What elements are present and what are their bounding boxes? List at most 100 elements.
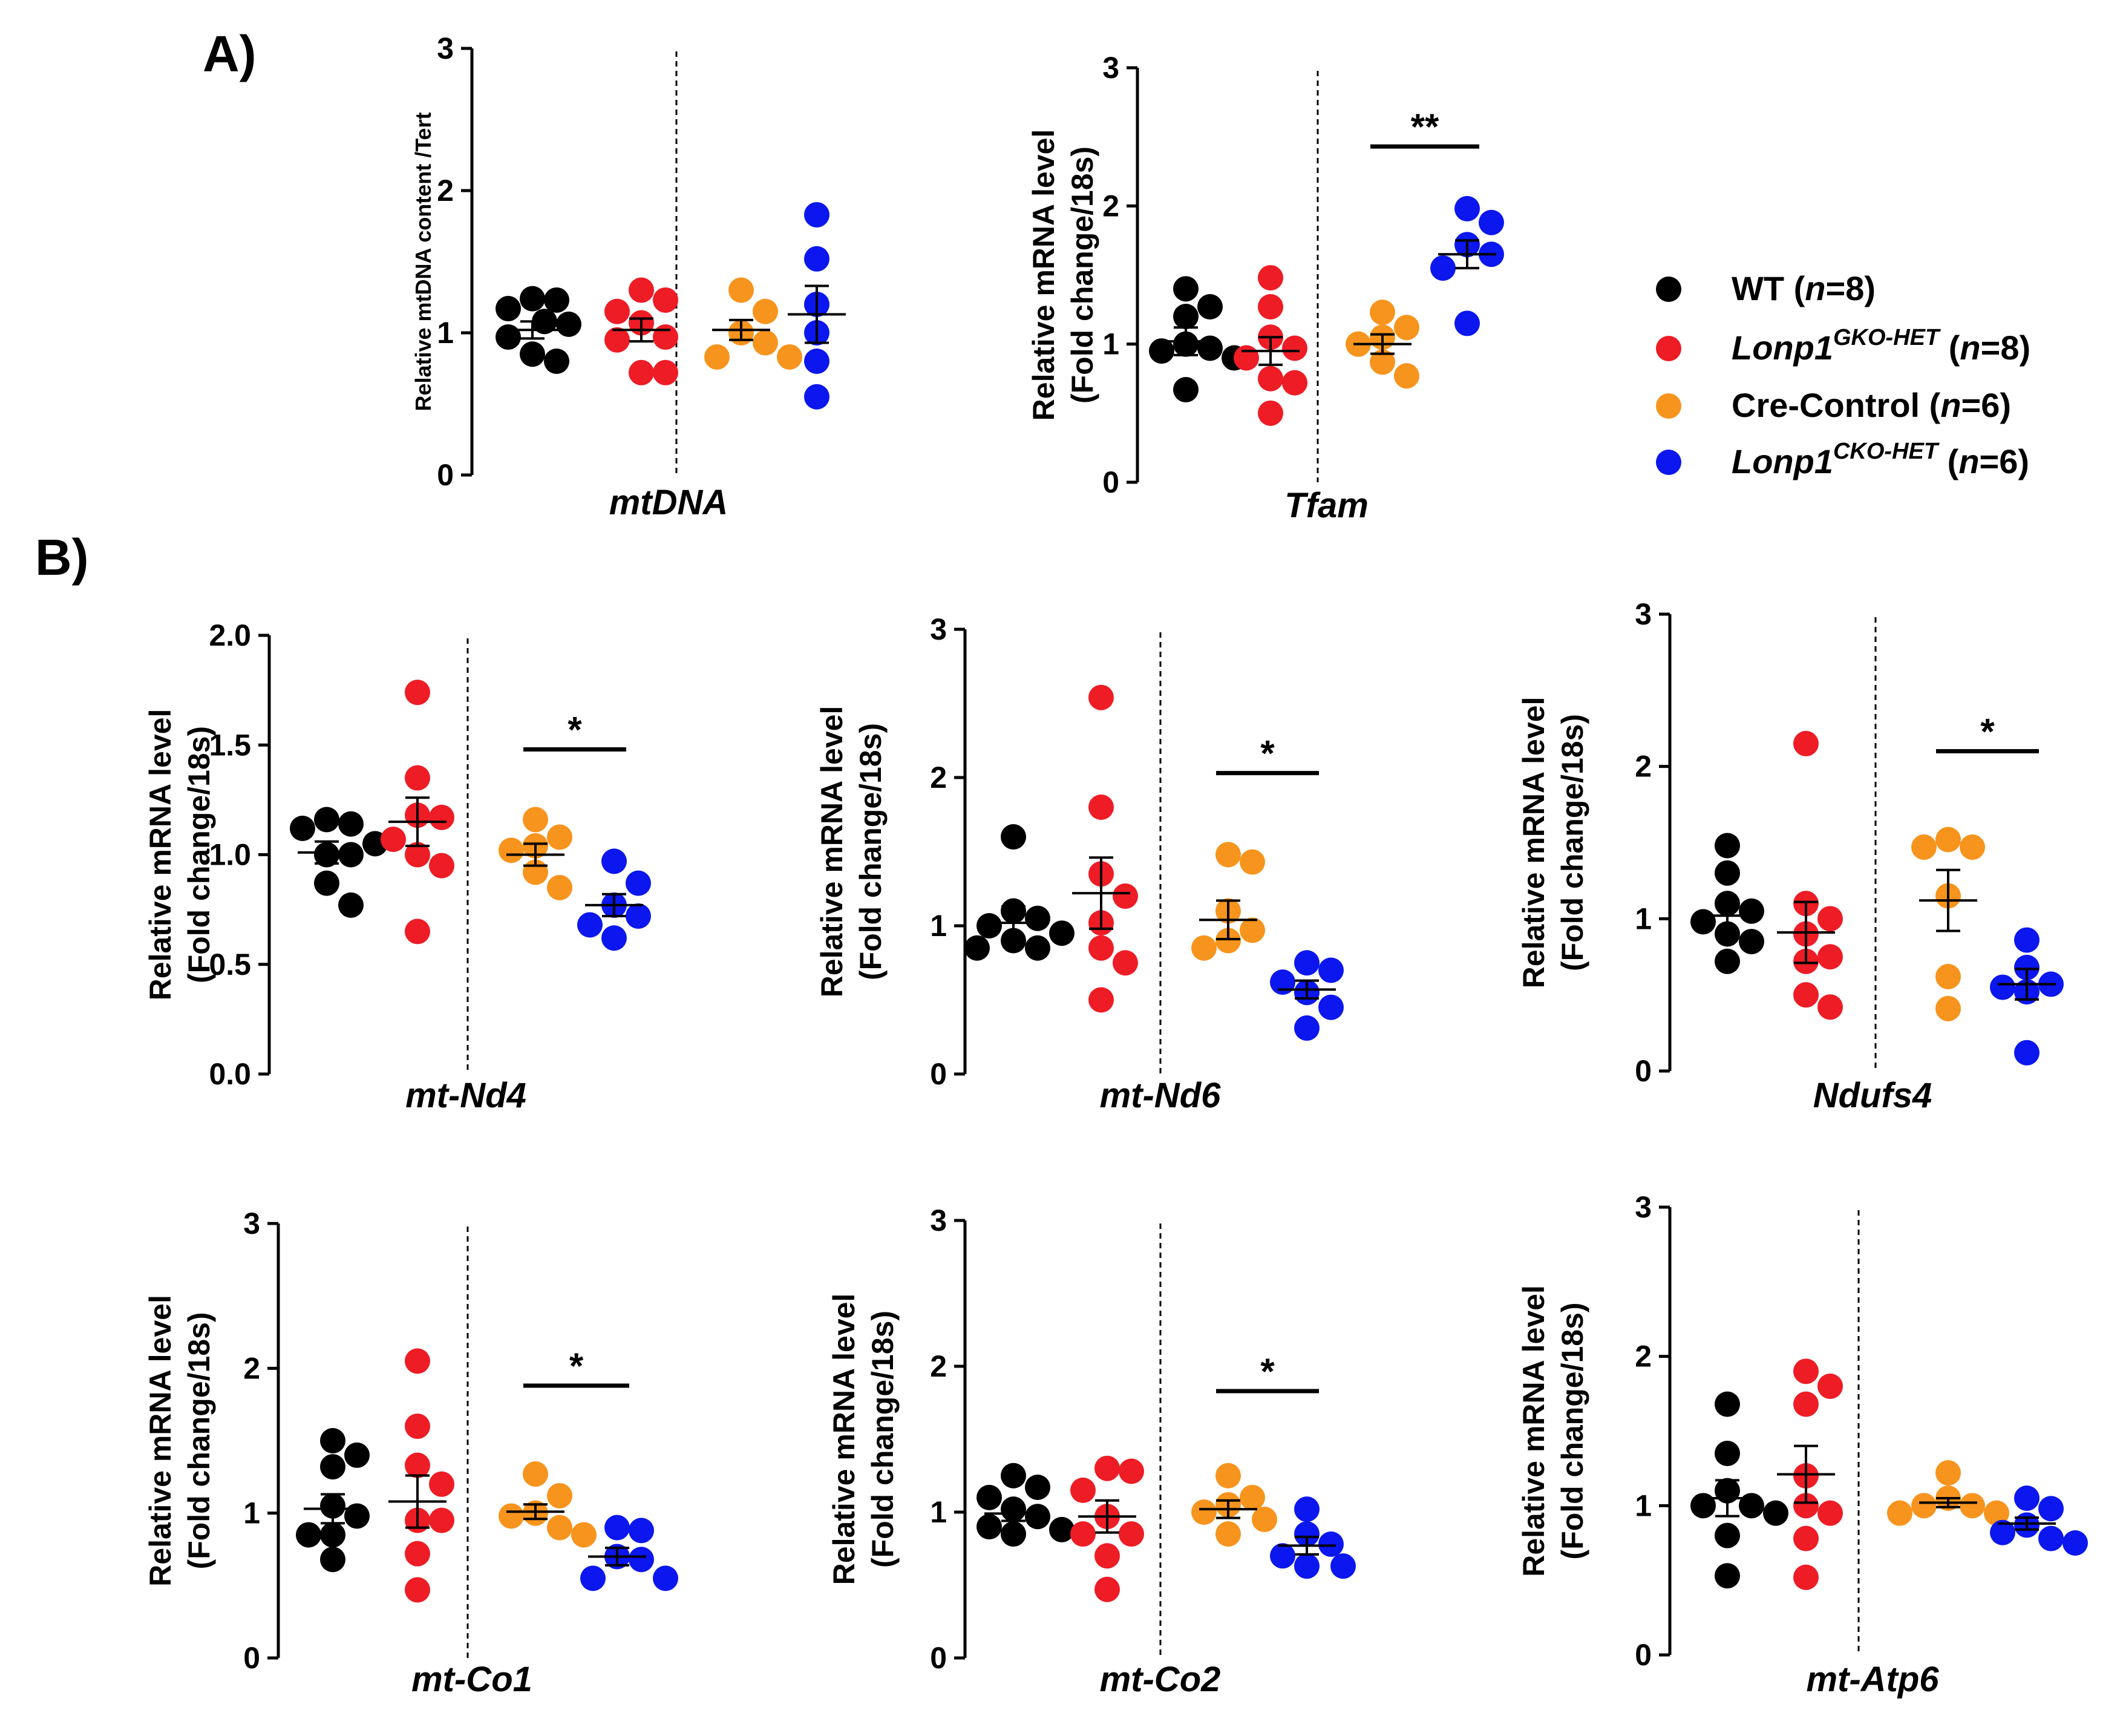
data-point [604, 327, 630, 353]
data-point [405, 1577, 430, 1603]
data-point [1715, 833, 1740, 859]
data-point [1113, 950, 1138, 976]
data-point [544, 287, 569, 313]
data-point [1173, 304, 1199, 329]
data-point [320, 1522, 345, 1548]
chart-mt-nd6: 0 1 2 3 Relative mRNA level (Fold change/18s)… [815, 612, 1344, 1115]
x-axis-title: mt-Nd4 [405, 1076, 526, 1115]
data-point [653, 324, 678, 350]
data-point [405, 1413, 430, 1440]
data-point [1197, 335, 1223, 361]
y-axis-label-line: Relative mRNA level [815, 706, 849, 998]
data-point [344, 1442, 370, 1468]
data-point [1270, 1543, 1295, 1569]
data-point [1935, 827, 1961, 853]
data-point [338, 892, 364, 918]
legend-item: Cre-Control (n=6) [1656, 386, 2011, 424]
data-point [1049, 1516, 1075, 1542]
data-point [1715, 1391, 1740, 1417]
data-point [290, 816, 315, 841]
data-point [577, 912, 603, 938]
x-axis-title: mt-Co1 [411, 1660, 532, 1699]
y-tick-label: 3 [437, 31, 454, 65]
data-point [1294, 1015, 1320, 1041]
y-axis-label-line: (Fold change/18s) [182, 726, 216, 983]
x-axis-title: mt-Atp6 [1806, 1660, 1939, 1699]
data-point [429, 1471, 454, 1497]
data-point [320, 1454, 345, 1480]
data-point [601, 848, 627, 874]
y-axis-label-line: Relative mRNA level [827, 1294, 861, 1585]
data-point [1935, 1460, 1961, 1486]
significance-label: * [1260, 733, 1275, 774]
data-point [629, 277, 654, 303]
data-point [296, 1522, 321, 1548]
data-point [1001, 1462, 1026, 1489]
data-point [653, 359, 678, 385]
data-point [1252, 1507, 1277, 1533]
data-point [1215, 842, 1241, 868]
data-point [976, 1484, 1002, 1510]
data-point [1094, 1455, 1120, 1481]
y-tick-label: 2 [930, 761, 947, 794]
data-point [1318, 994, 1344, 1020]
data-point [2038, 1496, 2064, 1522]
y-tick-label: 0 [1102, 465, 1119, 499]
x-axis-title: Ndufs4 [1813, 1076, 1932, 1115]
data-point [1793, 1358, 1819, 1384]
data-point [1119, 1521, 1144, 1547]
data-point [547, 1515, 572, 1541]
data-point [499, 837, 524, 863]
data-point [1454, 310, 1480, 336]
data-point [653, 287, 678, 313]
y-axis-label-line: Relative mRNA level [143, 1295, 177, 1587]
data-point [804, 384, 829, 410]
data-point [1715, 1441, 1740, 1466]
y-axis-label: Relative mRNA level (Fold change/18s) [143, 709, 216, 1001]
data-point [1715, 948, 1740, 974]
data-point [523, 1461, 548, 1487]
chart-mt-atp6: 0 1 2 3 Relative mRNA level (Fold change/18s)… [1517, 1190, 2088, 1699]
data-point [1294, 1496, 1320, 1522]
data-point [1370, 349, 1395, 375]
data-point [601, 925, 627, 951]
y-tick-label: 2 [243, 1351, 260, 1385]
data-point [1025, 935, 1050, 961]
data-point [547, 824, 572, 850]
data-point [976, 913, 1002, 938]
chart-ndufs4: 0 1 2 3 Relative mRNA level (Fold change/18s)… [1517, 597, 2064, 1115]
data-point [1088, 684, 1114, 710]
data-point [314, 807, 339, 833]
chart-mt-nd4: 0.0 0.5 1.0 1.5 2.0 Relative mRNA level (Fold … [143, 618, 651, 1115]
significance-label: * [568, 710, 582, 750]
data-point [1215, 1521, 1241, 1547]
data-point [499, 1503, 524, 1529]
x-axis-title: mtDNA [609, 483, 728, 522]
legend-item: WT (n=8) [1656, 269, 1876, 307]
data-point [1025, 905, 1050, 931]
data-point [753, 298, 778, 324]
y-tick-label: 0.0 [209, 1057, 251, 1091]
data-point [1715, 1563, 1740, 1589]
y-tick-label: 2 [930, 1349, 947, 1383]
data-point [804, 201, 829, 228]
data-point [1215, 928, 1241, 954]
data-point [1454, 195, 1480, 221]
data-point [1240, 849, 1265, 875]
data-point [1294, 950, 1320, 976]
data-point [1960, 1493, 1985, 1519]
data-point [523, 807, 548, 833]
data-point [1049, 920, 1075, 946]
y-tick-label: 3 [930, 612, 947, 646]
data-point [381, 827, 406, 853]
data-point [1173, 377, 1199, 403]
data-point [1793, 730, 1819, 756]
legend-label: Lonp1CKO-HET (n=6) [1732, 439, 2029, 480]
data-point [1715, 921, 1740, 947]
data-point [1990, 974, 2015, 1000]
data-point [1070, 1521, 1096, 1547]
legend-item: Lonp1GKO-HET (n=8) [1656, 325, 2030, 367]
data-point [429, 804, 454, 830]
y-tick-label: 3 [1102, 51, 1119, 85]
